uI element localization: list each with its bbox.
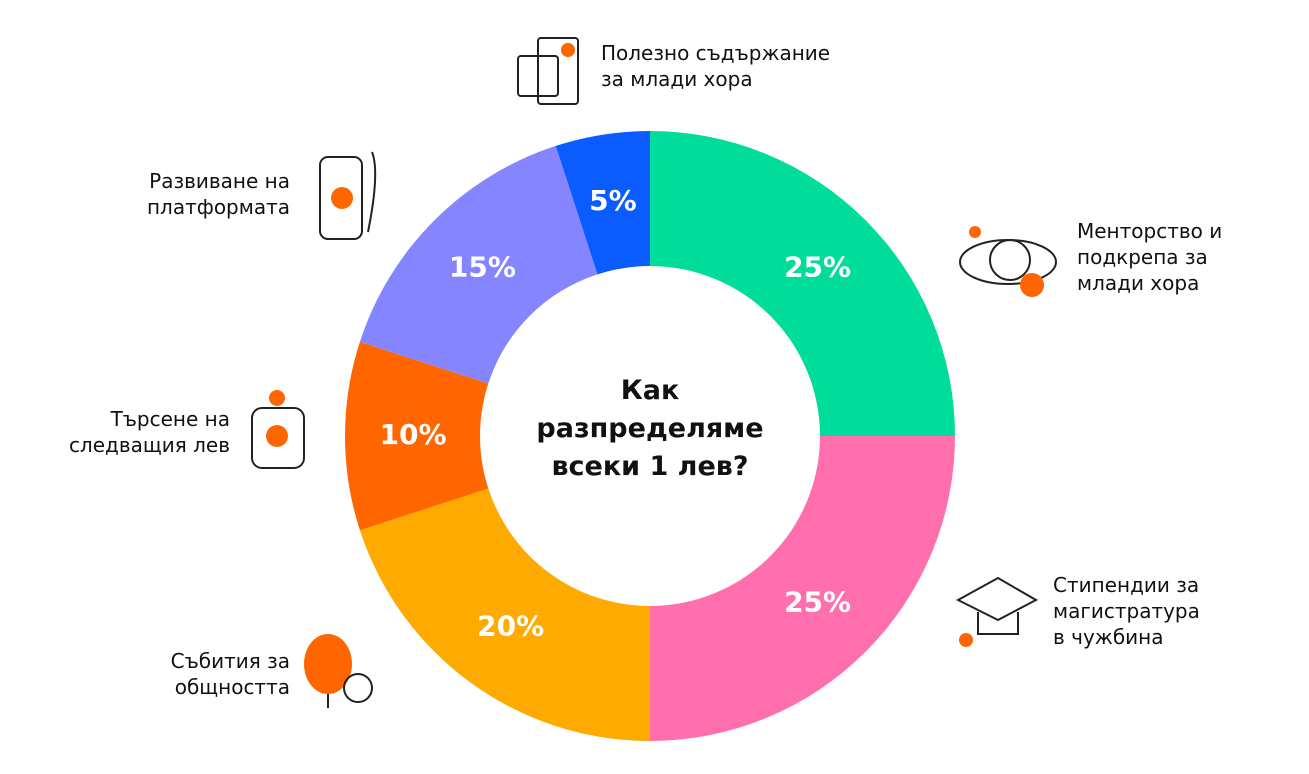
donut-slice xyxy=(650,436,955,741)
value-label: 10% xyxy=(379,418,446,451)
category-label: Развиване на платформата xyxy=(146,169,290,219)
donut-slice xyxy=(650,131,955,436)
icon-document xyxy=(517,37,579,105)
donut-slice xyxy=(555,131,650,275)
icon-balloon xyxy=(304,634,373,708)
icon-phone xyxy=(319,151,377,240)
donut-slice xyxy=(345,341,489,531)
value-label: 25% xyxy=(784,586,851,619)
chart-title: Как разпределяме всеки 1 лев? xyxy=(536,375,764,482)
icon-jar xyxy=(251,390,305,469)
category-label: Стипендии за магистратура в чужбина xyxy=(1053,573,1200,649)
value-label: 25% xyxy=(784,250,851,283)
donut-slice xyxy=(359,488,650,741)
value-label: 15% xyxy=(449,250,516,283)
value-label: 5% xyxy=(589,184,637,217)
donut-slice xyxy=(359,145,598,384)
category-label: Търсене на следващия лев xyxy=(68,407,230,457)
icon-graduation-cap xyxy=(955,576,1039,647)
icon-mentor xyxy=(959,226,1057,297)
value-label: 20% xyxy=(477,610,544,643)
category-label: Полезно съдържание за млади хора xyxy=(601,41,831,91)
category-label: Менторство и подкрепа за млади хора xyxy=(1077,219,1223,295)
category-label: Събития за общността xyxy=(170,649,290,699)
